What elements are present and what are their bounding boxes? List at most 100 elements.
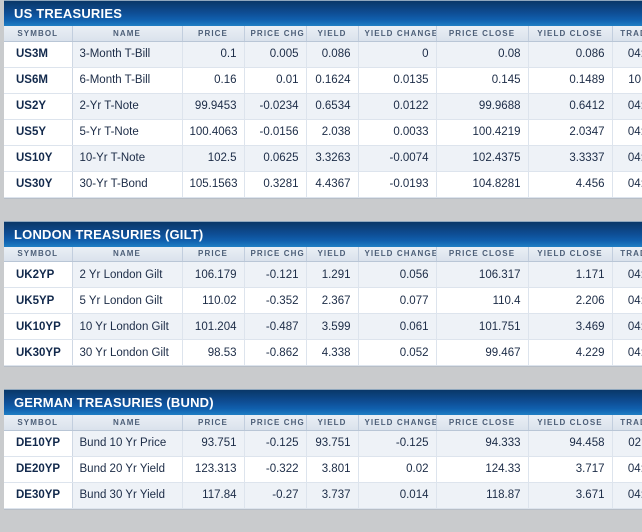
cell-trade-time: 04:28:57: [612, 261, 642, 288]
table-row[interactable]: US6M 6-Month T-Bill 0.16 0.01 0.1624 0.0135 0.…: [4, 67, 642, 94]
cell-yield-change: 0.0122: [358, 93, 437, 120]
cell-name: 10 Yr London Gilt: [72, 313, 183, 340]
cell-yield: 0.6534: [306, 93, 359, 120]
column-header-symbol[interactable]: SYMBOL: [4, 246, 73, 262]
table-row[interactable]: US2Y 2-Yr T-Note 99.9453 -0.0234 0.6534 0.012…: [4, 93, 642, 120]
column-header-price-chg[interactable]: PRICE CHG: [244, 26, 307, 42]
cell-yield-change: -0.0074: [358, 145, 437, 172]
column-header-price[interactable]: PRICE: [182, 246, 245, 262]
cell-yield-change: 0.077: [358, 287, 437, 314]
cell-yield-change: 0.056: [358, 261, 437, 288]
column-header-price-close[interactable]: PRICE CLOSE: [436, 246, 529, 262]
cell-name: Bund 30 Yr Yield: [72, 482, 183, 509]
cell-symbol[interactable]: US3M: [4, 41, 73, 68]
column-header-name[interactable]: NAME: [72, 246, 183, 262]
table-header-row: SYMBOL NAME PRICE PRICE CHG YIELD YIELD CHANG…: [4, 246, 642, 262]
section-gap: [0, 198, 642, 221]
column-header-symbol[interactable]: SYMBOL: [4, 26, 73, 42]
table-row[interactable]: UK30YP 30 Yr London Gilt 98.53 -0.862 4.338 0…: [4, 339, 642, 366]
cell-price-close: 100.4219: [436, 119, 529, 146]
table-row[interactable]: UK10YP 10 Yr London Gilt 101.204 -0.487 3.59…: [4, 313, 642, 340]
column-header-yield[interactable]: YIELD: [306, 415, 359, 431]
table-row[interactable]: US3M 3-Month T-Bill 0.1 0.005 0.086 0 0.08 0.08…: [4, 41, 642, 68]
cell-symbol[interactable]: UK30YP: [4, 339, 73, 366]
cell-trade-time: 04:24:59: [612, 93, 642, 120]
cell-price: 0.16: [182, 67, 245, 94]
cell-symbol[interactable]: UK2YP: [4, 261, 73, 288]
cell-yield-close: 2.206: [528, 287, 613, 314]
column-header-symbol[interactable]: SYMBOL: [4, 415, 73, 431]
cell-symbol[interactable]: DE20YP: [4, 456, 73, 483]
cell-symbol[interactable]: US10Y: [4, 145, 73, 172]
cell-symbol[interactable]: US2Y: [4, 93, 73, 120]
cell-yield: 4.4367: [306, 171, 359, 198]
section-0: US TREASURIES SYMBOL NAME PRICE PRICE CHG YIE…: [0, 0, 642, 199]
cell-price-close: 94.333: [436, 430, 529, 457]
table-row[interactable]: US30Y 30-Yr T-Bond 105.1563 0.3281 4.4367 -0.…: [4, 171, 642, 198]
cell-yield-close: 0.086: [528, 41, 613, 68]
table-wrapper: SYMBOL NAME PRICE PRICE CHG YIELD YIELD CHANG…: [4, 415, 642, 510]
cell-yield-change: 0.014: [358, 482, 437, 509]
cell-symbol[interactable]: US6M: [4, 67, 73, 94]
cell-price-close: 0.145: [436, 67, 529, 94]
column-header-yield-change[interactable]: YIELD CHANGE: [358, 415, 437, 431]
column-header-price-chg[interactable]: PRICE CHG: [244, 415, 307, 431]
column-header-price-chg[interactable]: PRICE CHG: [244, 246, 307, 262]
table-row[interactable]: US5Y 5-Yr T-Note 100.4063 -0.0156 2.038 0.003…: [4, 119, 642, 146]
cell-symbol[interactable]: DE10YP: [4, 430, 73, 457]
cell-yield-change: 0.0135: [358, 67, 437, 94]
column-header-name[interactable]: NAME: [72, 415, 183, 431]
table-row[interactable]: DE10YP Bund 10 Yr Price 93.751 -0.125 93.751…: [4, 430, 642, 457]
column-header-yield-close[interactable]: YIELD CLOSE: [528, 26, 613, 42]
cell-yield-close: 0.1489: [528, 67, 613, 94]
cell-yield: 1.291: [306, 261, 359, 288]
cell-trade-time: 04:28:57: [612, 482, 642, 509]
cell-price-chg: -0.487: [244, 313, 307, 340]
column-header-yield-close[interactable]: YIELD CLOSE: [528, 246, 613, 262]
cell-symbol[interactable]: US30Y: [4, 171, 73, 198]
table-row[interactable]: UK2YP 2 Yr London Gilt 106.179 -0.121 1.291 0…: [4, 261, 642, 288]
cell-yield-close: 4.229: [528, 339, 613, 366]
cell-price-close: 0.08: [436, 41, 529, 68]
cell-price-close: 101.751: [436, 313, 529, 340]
table-row[interactable]: US10Y 10-Yr T-Note 102.5 0.0625 3.3263 -0.007…: [4, 145, 642, 172]
table-header-row: SYMBOL NAME PRICE PRICE CHG YIELD YIELD CHANG…: [4, 415, 642, 431]
table-row[interactable]: DE30YP Bund 30 Yr Yield 117.84 -0.27 3.737 0.…: [4, 482, 642, 509]
column-header-price[interactable]: PRICE: [182, 415, 245, 431]
cell-yield-change: 0.061: [358, 313, 437, 340]
cell-yield: 3.737: [306, 482, 359, 509]
column-header-yield-change[interactable]: YIELD CHANGE: [358, 26, 437, 42]
bottom-padding: [0, 509, 642, 532]
column-header-yield-close[interactable]: YIELD CLOSE: [528, 415, 613, 431]
cell-symbol[interactable]: UK10YP: [4, 313, 73, 340]
cell-name: 5 Yr London Gilt: [72, 287, 183, 314]
cell-name: 3-Month T-Bill: [72, 41, 183, 68]
column-header-yield-change[interactable]: YIELD CHANGE: [358, 246, 437, 262]
column-header-price-close[interactable]: PRICE CLOSE: [436, 415, 529, 431]
cell-price-chg: 0.3281: [244, 171, 307, 198]
section-2: GERMAN TREASURIES (BUND) SYMBOL NAME PRICE P…: [0, 389, 642, 510]
cell-yield-change: -0.125: [358, 430, 437, 457]
column-header-yield[interactable]: YIELD: [306, 246, 359, 262]
cell-symbol[interactable]: DE30YP: [4, 482, 73, 509]
section-title: US TREASURIES: [4, 0, 642, 26]
table-row[interactable]: DE20YP Bund 20 Yr Yield 123.313 -0.322 3.801…: [4, 456, 642, 483]
cell-price-chg: -0.862: [244, 339, 307, 366]
cell-yield-change: 0.052: [358, 339, 437, 366]
cell-name: Bund 20 Yr Yield: [72, 456, 183, 483]
table-wrapper: SYMBOL NAME PRICE PRICE CHG YIELD YIELD CHANG…: [4, 26, 642, 199]
column-header-price-close[interactable]: PRICE CLOSE: [436, 26, 529, 42]
column-header-price[interactable]: PRICE: [182, 26, 245, 42]
cell-price: 100.4063: [182, 119, 245, 146]
cell-trade-time: 04:26:23: [612, 145, 642, 172]
column-header-name[interactable]: NAME: [72, 26, 183, 42]
table-row[interactable]: UK5YP 5 Yr London Gilt 110.02 -0.352 2.367 0.…: [4, 287, 642, 314]
cell-yield: 3.3263: [306, 145, 359, 172]
cell-symbol[interactable]: US5Y: [4, 119, 73, 146]
column-header-yield[interactable]: YIELD: [306, 26, 359, 42]
cell-symbol[interactable]: UK5YP: [4, 287, 73, 314]
